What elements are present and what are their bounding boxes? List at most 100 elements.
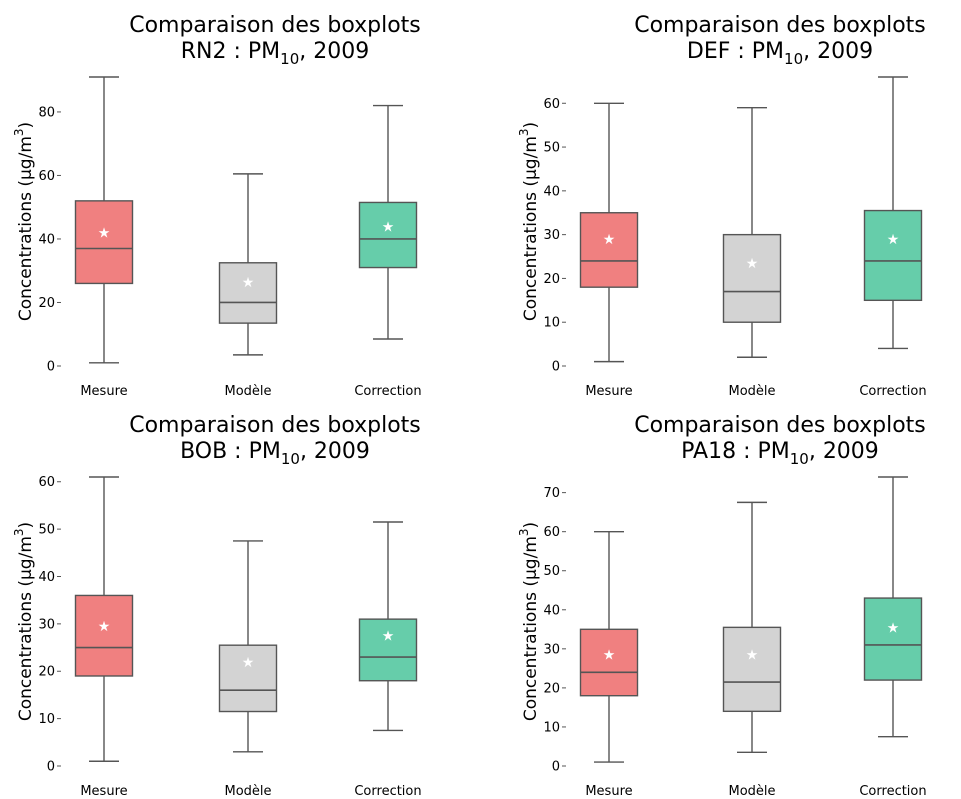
mean-marker: ★ [98, 226, 111, 242]
iqr-box [218, 644, 278, 713]
box-mesure: ★ [579, 102, 639, 363]
y-axis-label-close: ) [16, 122, 36, 129]
chart-subtitle: BOB : PM10, 2009 [180, 439, 370, 468]
iqr-box [74, 200, 134, 285]
y-axis-label-close: ) [521, 522, 541, 529]
y-axis-label-sup: 3 [517, 528, 531, 536]
y-tick-label: 10 [38, 712, 55, 727]
subtitle-station: DEF : PM [687, 39, 784, 64]
y-axis-label-sup: 3 [12, 128, 26, 136]
iqr-box [722, 233, 782, 323]
chart-subtitle: RN2 : PM10, 2009 [181, 39, 369, 68]
box-modele: ★ [722, 106, 782, 358]
box-modele: ★ [218, 173, 278, 356]
box-mesure: ★ [74, 476, 134, 762]
y-axis-label: Concentrations (µg/m3) [12, 122, 37, 321]
box-mesure: ★ [74, 76, 134, 364]
y-axis-label-sup: 3 [517, 128, 531, 136]
y-tick-label: 50 [38, 523, 55, 538]
y-tick-label: 40 [38, 232, 55, 247]
y-tick-label: 10 [543, 316, 560, 331]
y-tick-label: 0 [552, 360, 560, 375]
box-correction: ★ [863, 76, 923, 350]
subtitle-year: , 2009 [809, 439, 879, 464]
subtitle-year: , 2009 [803, 39, 873, 64]
iqr-box [74, 594, 134, 677]
mean-marker: ★ [603, 232, 616, 248]
y-tick-label: 10 [543, 720, 560, 735]
y-tick-label: 20 [543, 272, 560, 287]
chart-subtitle: DEF : PM10, 2009 [687, 39, 873, 68]
y-tick-label: 60 [543, 97, 560, 112]
y-tick-label: 30 [543, 642, 560, 657]
y-tick-label: 30 [543, 228, 560, 243]
y-axis-label-text: Concentrations (µg/m [521, 536, 541, 721]
y-tick-label: 60 [543, 525, 560, 540]
mean-marker: ★ [603, 648, 616, 664]
x-tick-label: Mesure [585, 384, 632, 399]
x-tick-label: Modèle [728, 784, 775, 799]
y-tick-label: 70 [543, 486, 560, 501]
x-tick-label: Mesure [585, 784, 632, 799]
subtitle-station: PA18 : PM [681, 439, 790, 464]
iqr-box [863, 209, 923, 302]
x-tick-label: Mesure [80, 384, 127, 399]
y-tick-label: 50 [543, 564, 560, 579]
subtitle-station: BOB : PM [180, 439, 281, 464]
mean-marker: ★ [382, 629, 395, 645]
mean-marker: ★ [242, 275, 255, 291]
iqr-box [218, 262, 278, 324]
y-axis-label-close: ) [521, 122, 541, 129]
y-tick-label: 60 [38, 475, 55, 490]
y-axis-label: Concentrations (µg/m3) [517, 122, 542, 321]
y-tick-label: 0 [552, 760, 560, 775]
y-tick-label: 40 [543, 603, 560, 618]
y-tick-label: 0 [47, 760, 55, 775]
y-tick-label: 30 [38, 617, 55, 632]
subtitle-subscript: 10 [280, 50, 299, 68]
y-axis-label-sup: 3 [12, 528, 26, 536]
iqr-box [579, 628, 639, 697]
subtitle-station: RN2 : PM [181, 39, 280, 64]
y-tick-label: 80 [38, 105, 55, 120]
mean-marker: ★ [242, 655, 255, 671]
mean-marker: ★ [746, 256, 759, 272]
y-axis-label: Concentrations (µg/m3) [12, 522, 37, 721]
subtitle-year: , 2009 [299, 39, 369, 64]
mean-marker: ★ [887, 620, 900, 636]
chart-subtitle: PA18 : PM10, 2009 [681, 439, 879, 468]
chart-title: Comparaison des boxplots [634, 413, 926, 438]
subtitle-subscript: 10 [790, 450, 809, 468]
chart-title: Comparaison des boxplots [129, 413, 421, 438]
y-axis-label-text: Concentrations (µg/m [16, 536, 36, 721]
x-tick-label: Mesure [80, 784, 127, 799]
box-modele: ★ [218, 540, 278, 753]
x-tick-label: Modèle [224, 384, 271, 399]
subtitle-year: , 2009 [300, 439, 370, 464]
y-tick-label: 60 [38, 169, 55, 184]
x-tick-label: Modèle [224, 784, 271, 799]
x-tick-label: Correction [859, 784, 926, 799]
iqr-box [579, 212, 639, 288]
y-tick-label: 20 [543, 681, 560, 696]
chart-title: Comparaison des boxplots [129, 13, 421, 38]
x-tick-label: Correction [354, 784, 421, 799]
y-tick-label: 20 [38, 296, 55, 311]
subtitle-subscript: 10 [784, 50, 803, 68]
subtitle-subscript: 10 [281, 450, 300, 468]
y-tick-label: 50 [543, 141, 560, 156]
box-correction: ★ [358, 521, 418, 732]
y-tick-label: 40 [543, 184, 560, 199]
box-correction: ★ [863, 476, 923, 738]
iqr-box [358, 201, 418, 269]
x-tick-label: Modèle [728, 384, 775, 399]
x-tick-label: Correction [354, 384, 421, 399]
y-tick-label: 40 [38, 570, 55, 585]
y-axis-label-text: Concentrations (µg/m [521, 136, 541, 321]
mean-marker: ★ [98, 619, 111, 635]
mean-marker: ★ [746, 648, 759, 664]
